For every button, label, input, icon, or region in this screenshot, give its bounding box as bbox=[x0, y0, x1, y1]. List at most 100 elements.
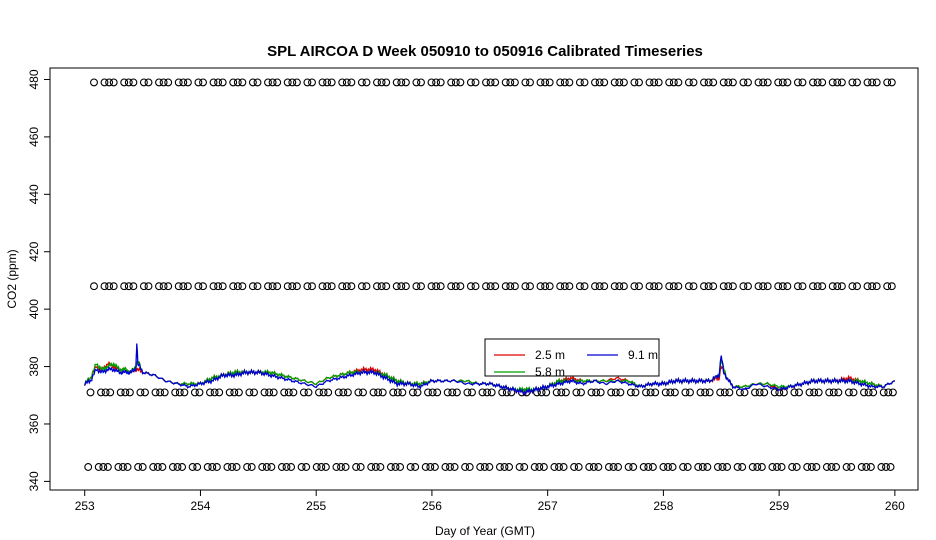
data-point-marker bbox=[299, 388, 308, 397]
data-point-marker bbox=[451, 282, 460, 291]
data-point-marker bbox=[303, 282, 312, 291]
data-point-marker bbox=[629, 463, 638, 471]
data-point-marker bbox=[105, 78, 114, 87]
data-point-marker bbox=[610, 282, 619, 291]
data-point-marker bbox=[521, 282, 530, 291]
data-point-marker bbox=[214, 282, 223, 291]
data-point-marker bbox=[738, 463, 747, 471]
legend-label: 2.5 m bbox=[535, 348, 565, 362]
data-point-marker bbox=[779, 388, 788, 397]
data-point-marker bbox=[428, 388, 437, 397]
data-point-marker bbox=[386, 463, 395, 471]
data-point-marker bbox=[183, 282, 192, 291]
data-point-marker bbox=[408, 388, 417, 397]
data-point-marker bbox=[209, 78, 218, 87]
data-point-marker bbox=[155, 78, 163, 87]
data-point-marker bbox=[754, 282, 763, 291]
data-point-marker bbox=[280, 388, 289, 397]
data-point-marker bbox=[218, 78, 227, 87]
data-point-marker bbox=[760, 388, 769, 397]
data-point-marker bbox=[556, 282, 565, 291]
data-point-marker bbox=[369, 388, 378, 397]
data-point-marker bbox=[451, 78, 460, 87]
data-point-marker bbox=[580, 282, 589, 291]
data-point-marker bbox=[550, 463, 559, 471]
data-point-marker bbox=[642, 388, 650, 397]
data-point-marker bbox=[777, 463, 786, 471]
data-point-marker bbox=[862, 463, 871, 471]
data-point-marker bbox=[371, 463, 380, 471]
data-point-marker bbox=[486, 78, 495, 87]
data-point-marker bbox=[430, 463, 439, 471]
data-point-marker bbox=[406, 463, 415, 471]
data-point-marker bbox=[188, 463, 197, 471]
data-point-marker bbox=[447, 78, 456, 87]
data-point-marker bbox=[141, 388, 149, 397]
data-point-marker bbox=[773, 463, 781, 471]
data-point-marker bbox=[377, 78, 386, 87]
data-point-marker bbox=[757, 463, 766, 471]
data-point-marker bbox=[338, 78, 347, 87]
data-point-marker bbox=[292, 78, 301, 87]
data-point-marker bbox=[626, 388, 635, 397]
data-point-marker bbox=[501, 78, 510, 87]
data-point-marker bbox=[389, 388, 398, 397]
data-point-marker bbox=[397, 282, 406, 291]
data-point-marker bbox=[119, 463, 127, 471]
data-point-marker bbox=[485, 463, 494, 471]
data-point-marker bbox=[864, 388, 873, 397]
data-point-marker bbox=[669, 282, 678, 291]
data-point-marker bbox=[565, 78, 574, 87]
data-point-marker bbox=[615, 282, 624, 291]
data-point-marker bbox=[230, 388, 239, 397]
data-point-marker bbox=[654, 282, 663, 291]
data-point-marker bbox=[114, 463, 123, 471]
data-point-marker bbox=[535, 463, 544, 471]
data-point-marker bbox=[521, 78, 530, 87]
data-point-marker bbox=[505, 463, 514, 471]
data-point-marker bbox=[194, 78, 203, 87]
y-tick-label: 400 bbox=[27, 299, 41, 319]
data-point-marker bbox=[526, 282, 534, 291]
data-point-marker bbox=[382, 78, 391, 87]
data-point-marker bbox=[171, 388, 180, 397]
data-point-marker bbox=[674, 282, 683, 291]
data-point-marker bbox=[318, 78, 327, 87]
data-point-marker bbox=[559, 463, 568, 471]
data-point-marker bbox=[396, 463, 405, 471]
data-point-marker bbox=[268, 282, 277, 291]
data-point-marker bbox=[283, 78, 292, 87]
data-point-marker bbox=[164, 282, 173, 291]
data-point-marker bbox=[339, 388, 348, 397]
data-point-marker bbox=[668, 463, 677, 471]
data-point-marker bbox=[84, 463, 93, 471]
data-point-marker bbox=[413, 388, 422, 397]
data-point-marker bbox=[397, 78, 406, 87]
data-point-marker bbox=[264, 78, 272, 87]
data-point-marker bbox=[798, 78, 807, 87]
data-point-marker bbox=[121, 388, 130, 397]
data-point-marker bbox=[341, 463, 350, 471]
data-point-marker bbox=[199, 282, 207, 291]
data-point-marker bbox=[792, 463, 801, 471]
data-point-marker bbox=[491, 282, 500, 291]
data-point-marker bbox=[86, 388, 95, 397]
x-tick-label: 256 bbox=[422, 499, 442, 513]
x-tick-label: 258 bbox=[653, 499, 673, 513]
data-point-marker bbox=[129, 78, 138, 87]
data-point-marker bbox=[847, 463, 856, 471]
data-point-marker bbox=[190, 388, 199, 397]
data-point-marker bbox=[203, 463, 212, 471]
data-point-marker bbox=[575, 282, 584, 291]
data-point-marker bbox=[153, 463, 162, 471]
data-point-marker bbox=[560, 78, 569, 87]
data-point-marker bbox=[238, 78, 247, 87]
data-point-marker bbox=[828, 282, 837, 291]
data-point-marker bbox=[556, 78, 565, 87]
x-tick-label: 260 bbox=[885, 499, 905, 513]
data-point-marker bbox=[674, 78, 683, 87]
data-point-marker bbox=[433, 388, 442, 397]
data-point-marker bbox=[679, 463, 688, 471]
data-point-marker bbox=[589, 463, 598, 471]
data-point-marker bbox=[561, 388, 570, 397]
